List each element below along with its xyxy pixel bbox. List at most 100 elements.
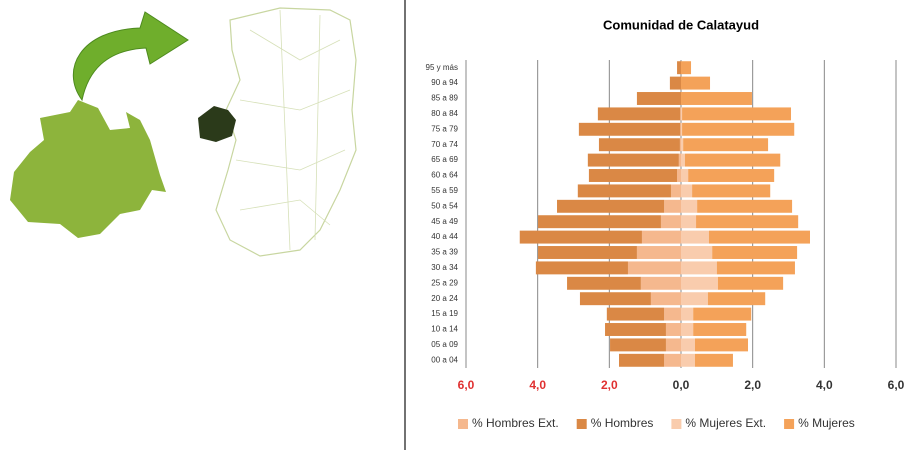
bar: [680, 122, 681, 136]
bar: [681, 184, 693, 198]
bar: [670, 184, 681, 198]
y-tick-label: 55 a 59: [431, 186, 458, 195]
bar: [664, 307, 681, 321]
bar: [677, 169, 681, 182]
bar: [717, 276, 784, 290]
y-tick-label: 85 a 89: [431, 94, 458, 103]
bar: [696, 215, 799, 229]
bar: [680, 107, 681, 121]
y-tick-label: 60 a 64: [431, 171, 458, 180]
y-tick-label: 65 a 69: [431, 155, 458, 164]
y-tick-label: 00 a 04: [431, 355, 458, 364]
y-tick-label: 75 a 79: [431, 124, 458, 133]
bar: [557, 199, 665, 213]
bar: [694, 353, 733, 367]
y-tick-label: 35 a 39: [431, 248, 458, 257]
y-tick-label: 15 a 19: [431, 309, 458, 318]
bar: [683, 138, 769, 152]
bar: [660, 215, 681, 229]
bar: [681, 292, 708, 306]
bar: [677, 61, 681, 75]
bar: [665, 323, 681, 336]
legend-swatch: [784, 419, 795, 429]
bar: [681, 107, 683, 121]
bar: [681, 199, 698, 213]
bar: [636, 246, 681, 259]
bar: [681, 276, 718, 290]
bar: [681, 169, 689, 182]
y-tick-label: 40 a 44: [431, 232, 458, 241]
bar: [578, 122, 681, 136]
bar: [681, 138, 684, 152]
y-tick-label: 30 a 34: [431, 263, 458, 272]
x-tick-label: 2,0: [601, 378, 618, 392]
x-tick-label: 6,0: [458, 378, 475, 392]
y-tick-label: 25 a 29: [431, 278, 458, 287]
bar: [681, 353, 695, 367]
legend-swatch: [576, 419, 587, 429]
bar: [641, 230, 681, 244]
bar: [664, 199, 681, 213]
bar: [535, 261, 628, 275]
bar: [538, 246, 637, 259]
legend-swatch: [671, 419, 682, 429]
bar: [681, 230, 709, 244]
bar: [681, 323, 694, 336]
bar: [627, 261, 681, 275]
bar: [678, 153, 681, 167]
bar: [579, 292, 651, 306]
bar: [681, 261, 717, 275]
bar: [693, 307, 752, 321]
y-tick-label: 90 a 94: [431, 78, 458, 87]
bar: [681, 338, 695, 352]
bar: [605, 323, 666, 336]
map-illustration: [10, 7, 357, 257]
bar: [681, 215, 697, 229]
bar: [519, 230, 642, 244]
bar: [610, 338, 666, 352]
bar: [712, 246, 798, 259]
bar: [681, 76, 711, 90]
bar: [692, 184, 771, 198]
y-tick-label: 50 a 54: [431, 201, 458, 210]
chart-title: Comunidad de Calatayud: [603, 17, 759, 32]
bar: [681, 153, 685, 167]
bar: [636, 92, 681, 105]
bar: [684, 153, 781, 167]
bar: [682, 122, 795, 136]
legend-label: % Hombres Ext.: [472, 416, 559, 430]
x-tick-label: 4,0: [529, 378, 546, 392]
y-tick-label: 70 a 74: [431, 140, 458, 149]
bar: [681, 307, 694, 321]
x-tick-label: 2,0: [744, 378, 761, 392]
legend-label: % Mujeres: [798, 416, 855, 430]
y-tick-label: 95 y más: [426, 63, 458, 72]
y-tick-label: 20 a 24: [431, 294, 458, 303]
green-map: [10, 100, 166, 238]
legend-swatch: [458, 419, 468, 429]
bar: [597, 107, 681, 121]
bar: [606, 307, 665, 321]
arrow: [72, 11, 189, 102]
y-tick-label: 10 a 14: [431, 325, 458, 334]
bar: [681, 122, 683, 136]
x-tick-label: 4,0: [816, 378, 833, 392]
legend-label: % Hombres: [591, 416, 654, 430]
bar: [669, 76, 681, 90]
bar: [694, 338, 749, 352]
bar: [619, 353, 665, 367]
bar: [650, 292, 681, 306]
bar: [697, 199, 793, 213]
bar: [716, 261, 795, 275]
bar: [588, 169, 678, 182]
bar: [688, 169, 775, 182]
bar: [681, 61, 692, 75]
bar: [538, 215, 661, 229]
y-tick-label: 45 a 49: [431, 217, 458, 226]
bar: [681, 92, 752, 105]
bar: [708, 230, 810, 244]
bar: [567, 276, 641, 290]
bar: [679, 138, 681, 152]
bar: [640, 276, 681, 290]
region-map: [215, 7, 357, 257]
